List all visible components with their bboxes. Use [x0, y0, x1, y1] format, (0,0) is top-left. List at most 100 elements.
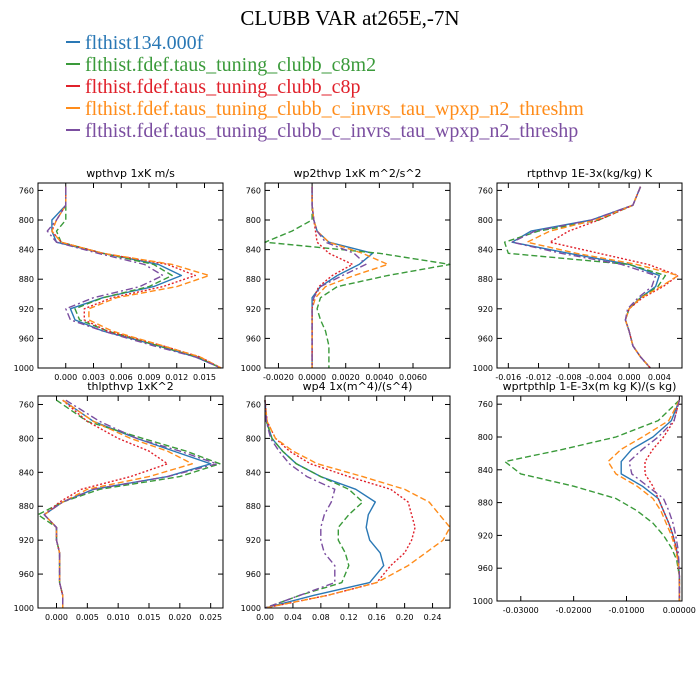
- series-line: [644, 399, 681, 601]
- y-tick-label: 800: [478, 216, 493, 225]
- plot-frame: [37, 395, 224, 609]
- series-line: [311, 186, 354, 368]
- y-tick-label: 760: [19, 186, 34, 195]
- panel-title: thlpthvp 1xK^2: [87, 380, 174, 393]
- plot-frame: [496, 395, 683, 602]
- y-tick-label: 840: [19, 246, 34, 255]
- x-tick-label: 0.012: [165, 373, 188, 382]
- figure-title: CLUBB VAR at265E,-7N: [240, 6, 460, 30]
- y-tick-label: 1000: [241, 364, 261, 373]
- x-tick-label: -0.016: [495, 373, 521, 382]
- y-tick-label: 840: [19, 468, 34, 477]
- series-line: [526, 186, 679, 369]
- y-tick-label: 920: [246, 536, 261, 545]
- x-tick-label: 0.006: [110, 373, 133, 382]
- y-tick-label: 880: [246, 502, 261, 511]
- x-tick-label: 0.12: [340, 613, 358, 622]
- y-tick-label: 960: [246, 334, 261, 343]
- series-line: [503, 186, 667, 369]
- series-line: [504, 399, 681, 601]
- y-tick-label: 920: [19, 536, 34, 545]
- legend-swatch: [66, 41, 80, 44]
- series-line: [264, 400, 416, 609]
- series-line: [264, 400, 385, 609]
- legend-entry: flthist.fdef.taus_tuning_clubb_c8m2: [66, 54, 584, 76]
- x-tick-label: 0.00000: [663, 606, 696, 615]
- x-tick-label: 0.00: [256, 613, 274, 622]
- series-line: [264, 400, 364, 609]
- y-tick-label: 880: [19, 502, 34, 511]
- x-tick-label: 0.0000: [298, 373, 326, 382]
- y-tick-label: 840: [478, 246, 493, 255]
- y-tick-label: 800: [246, 434, 261, 443]
- x-tick-label: 0.010: [107, 613, 130, 622]
- x-tick-label: -0.02000: [556, 606, 592, 615]
- y-tick-label: 800: [19, 434, 34, 443]
- series-line: [311, 186, 367, 368]
- y-tick-label: 920: [19, 305, 34, 314]
- series-line: [43, 399, 218, 608]
- legend-swatch: [66, 85, 80, 88]
- legend-label: flthist.fdef.taus_tuning_clubb_c_invrs_t…: [85, 120, 579, 142]
- series-line: [511, 186, 657, 369]
- series-line: [628, 399, 681, 601]
- x-tick-label: 0.015: [138, 613, 161, 622]
- y-tick-label: 800: [19, 216, 34, 225]
- y-tick-label: 1000: [14, 364, 34, 373]
- y-tick-label: 760: [478, 400, 493, 409]
- x-tick-label: 0.0020: [332, 373, 360, 382]
- legend-swatch: [66, 129, 80, 132]
- legend-label: flthist.fdef.taus_tuning_clubb_c8p: [85, 76, 361, 98]
- y-tick-label: 760: [246, 400, 261, 409]
- legend-label: flthist134.000f: [85, 32, 204, 54]
- legend: flthist134.000f flthist.fdef.taus_tuning…: [66, 32, 584, 142]
- y-tick-label: 800: [246, 216, 261, 225]
- series-line: [620, 399, 681, 601]
- x-tick-label: 0.24: [424, 613, 442, 622]
- panel-title: wp4 1x(m^4)/(s^4): [303, 380, 413, 393]
- y-tick-label: 1000: [473, 364, 493, 373]
- plot-frame: [496, 182, 683, 369]
- x-tick-label: 0.08: [312, 613, 330, 622]
- x-tick-label: 0.000: [54, 373, 77, 382]
- x-tick-label: 0.015: [193, 373, 216, 382]
- series-line: [46, 186, 222, 369]
- y-tick-label: 800: [478, 433, 493, 442]
- panel-title: wp2thvp 1xK m^2/s^2: [293, 167, 421, 180]
- x-tick-label: 0.04: [284, 613, 302, 622]
- x-tick-label: 0.003: [82, 373, 105, 382]
- x-tick-label: 0.005: [76, 613, 99, 622]
- x-tick-label: 0.0060: [399, 373, 427, 382]
- y-tick-label: 840: [478, 466, 493, 475]
- x-tick-label: 0.0040: [365, 373, 393, 382]
- series-line: [55, 186, 222, 369]
- series-line: [51, 186, 222, 369]
- plot-frame: [264, 395, 451, 609]
- y-tick-label: 960: [478, 564, 493, 573]
- y-tick-label: 920: [478, 531, 493, 540]
- series-line: [264, 400, 451, 609]
- y-tick-label: 1000: [241, 604, 261, 613]
- series-line: [43, 399, 212, 608]
- x-tick-label: -0.012: [526, 373, 552, 382]
- legend-swatch: [66, 63, 80, 66]
- x-tick-label: -0.01000: [609, 606, 645, 615]
- y-tick-label: 1000: [473, 597, 493, 606]
- y-tick-label: 760: [19, 400, 34, 409]
- x-tick-label: 0.025: [199, 613, 222, 622]
- series-line: [43, 399, 169, 608]
- plot-frame: [264, 182, 451, 369]
- y-tick-label: 960: [19, 570, 34, 579]
- legend-entry: flthist134.000f: [66, 32, 584, 54]
- y-tick-label: 880: [19, 275, 34, 284]
- legend-entry: flthist.fdef.taus_tuning_clubb_c8p: [66, 76, 584, 98]
- y-tick-label: 880: [478, 499, 493, 508]
- y-tick-label: 960: [478, 334, 493, 343]
- y-tick-label: 880: [478, 275, 493, 284]
- y-tick-label: 920: [246, 305, 261, 314]
- x-tick-label: -0.0020: [263, 373, 294, 382]
- x-tick-label: 0.16: [368, 613, 386, 622]
- y-tick-label: 960: [19, 334, 34, 343]
- x-tick-label: 0.004: [648, 373, 671, 382]
